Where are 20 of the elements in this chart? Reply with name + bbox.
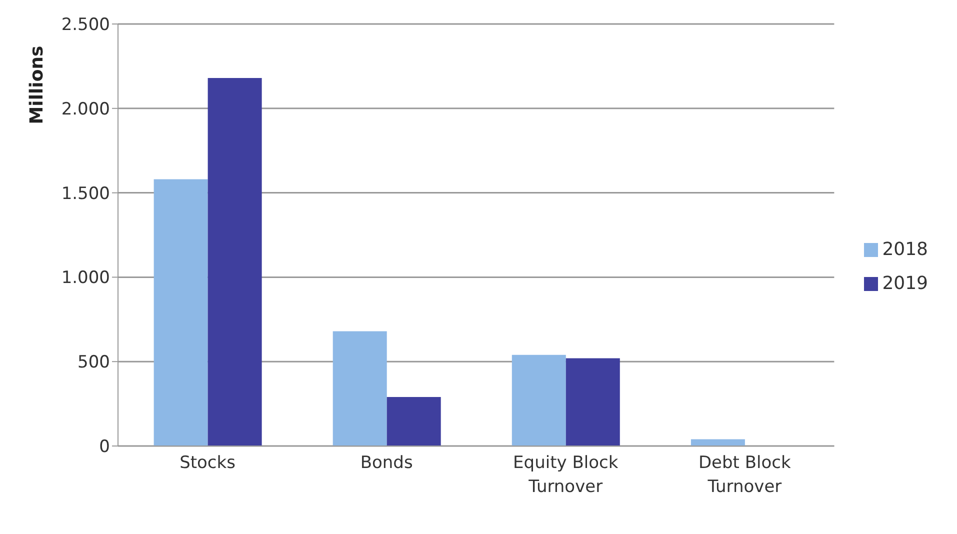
y-tick-label: 2.500	[61, 15, 110, 36]
x-tick-label: Equity Block Turnover	[513, 453, 618, 497]
legend-label: 2018	[882, 239, 928, 260]
bar	[512, 354, 566, 446]
bar	[386, 397, 441, 446]
bar	[690, 439, 745, 446]
bar	[332, 331, 387, 446]
y-tick-label: 1.500	[61, 184, 110, 204]
bar	[566, 358, 620, 446]
y-tick-label: 500	[78, 352, 110, 373]
legend-label: 2019	[882, 273, 928, 294]
x-tick-label: Bonds	[360, 453, 413, 473]
y-tick-label: 2.000	[61, 99, 110, 120]
y-axis-title: Millions	[26, 46, 48, 124]
y-tick-label: 0	[99, 437, 110, 458]
x-tick-label: Stocks	[180, 453, 236, 473]
y-tick-label: 1.000	[61, 268, 110, 288]
bar	[154, 179, 208, 446]
x-tick-label: Debt Block Turnover	[698, 453, 792, 497]
bar	[208, 78, 262, 446]
